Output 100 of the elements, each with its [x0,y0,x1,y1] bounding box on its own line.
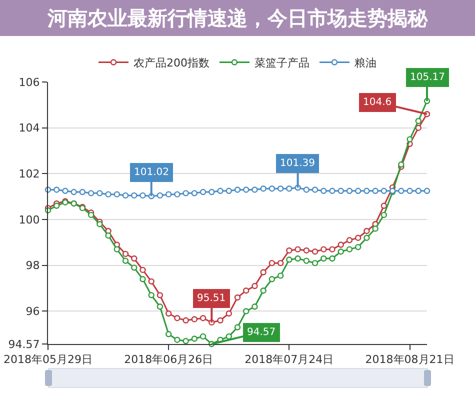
x-tick-label: 2018年06月26日 [124,353,214,366]
point [268,276,276,282]
point [286,185,292,192]
point [191,190,198,196]
x-tick-label: 2018年05月29日 [4,353,92,366]
point [114,191,120,198]
point [243,308,250,314]
point [329,255,336,262]
point [148,292,154,298]
point [303,258,310,264]
point [372,188,378,194]
point [156,192,164,199]
point [260,185,266,192]
point [338,188,344,194]
point [346,246,353,252]
point [398,161,404,168]
y-tick-label: 106 [18,76,40,89]
y-tick-label: 94.57 [8,338,40,351]
point [79,188,86,196]
point [415,188,422,194]
point [260,287,266,294]
point [268,260,276,266]
point [122,192,129,199]
point [200,188,206,196]
point [226,310,232,317]
point [354,244,362,250]
y-tick-label: 104 [18,122,40,135]
point [294,246,301,252]
point [364,188,370,194]
point [364,234,370,241]
y-tick-label: 100 [18,213,40,226]
point [208,188,215,196]
point [105,191,112,198]
point [406,136,413,142]
point [122,250,129,258]
y-tick-label: 98 [26,259,40,272]
point [354,234,362,241]
legend-label: 粮油 [354,56,376,70]
point [191,336,198,342]
point [346,188,353,194]
point [200,333,206,340]
y-tick-label: 96 [26,305,40,318]
point [54,202,60,209]
point [406,188,413,194]
point [260,269,266,276]
point [320,188,327,194]
point [182,317,189,324]
point [286,247,292,254]
point [354,188,362,194]
point [131,264,138,271]
annotation: 101.39 [280,158,315,169]
point [191,316,198,322]
point [424,188,430,194]
point [303,247,310,254]
point [380,188,388,194]
point [114,246,120,252]
point [165,310,172,317]
annotation: 105.17 [410,72,445,83]
point [234,324,241,330]
point [105,232,112,239]
point [372,226,378,232]
point [380,212,388,218]
point [131,192,138,199]
point [88,212,94,218]
chart-title: 河南农业最新行情速递，今日市场走势揭秘 [48,4,428,32]
point [122,258,129,264]
point [174,315,180,322]
point [165,191,172,198]
point [329,246,336,252]
point [398,188,404,194]
point [277,185,284,192]
point [234,294,241,301]
point [234,186,241,193]
point [174,336,180,343]
point [156,304,164,310]
point [226,333,232,340]
point [243,287,250,294]
point [217,188,224,194]
annotation: 104.6 [363,97,392,108]
y-tick-label: 102 [18,168,40,181]
legend-label: 菜篮子产品 [254,56,310,70]
point [88,190,94,196]
point [320,255,327,262]
point [182,190,189,196]
point [380,202,388,209]
point [200,315,206,322]
point [96,221,103,228]
point [217,317,224,324]
point [243,186,250,193]
point [277,272,284,279]
annotation: 95.51 [197,293,226,304]
point [96,190,103,196]
point [226,188,232,194]
point [252,304,258,310]
point [70,188,77,196]
point [140,266,146,274]
point [268,185,276,192]
point [277,260,284,266]
point [338,248,344,255]
x-tick-label: 2018年07月24日 [244,353,334,366]
